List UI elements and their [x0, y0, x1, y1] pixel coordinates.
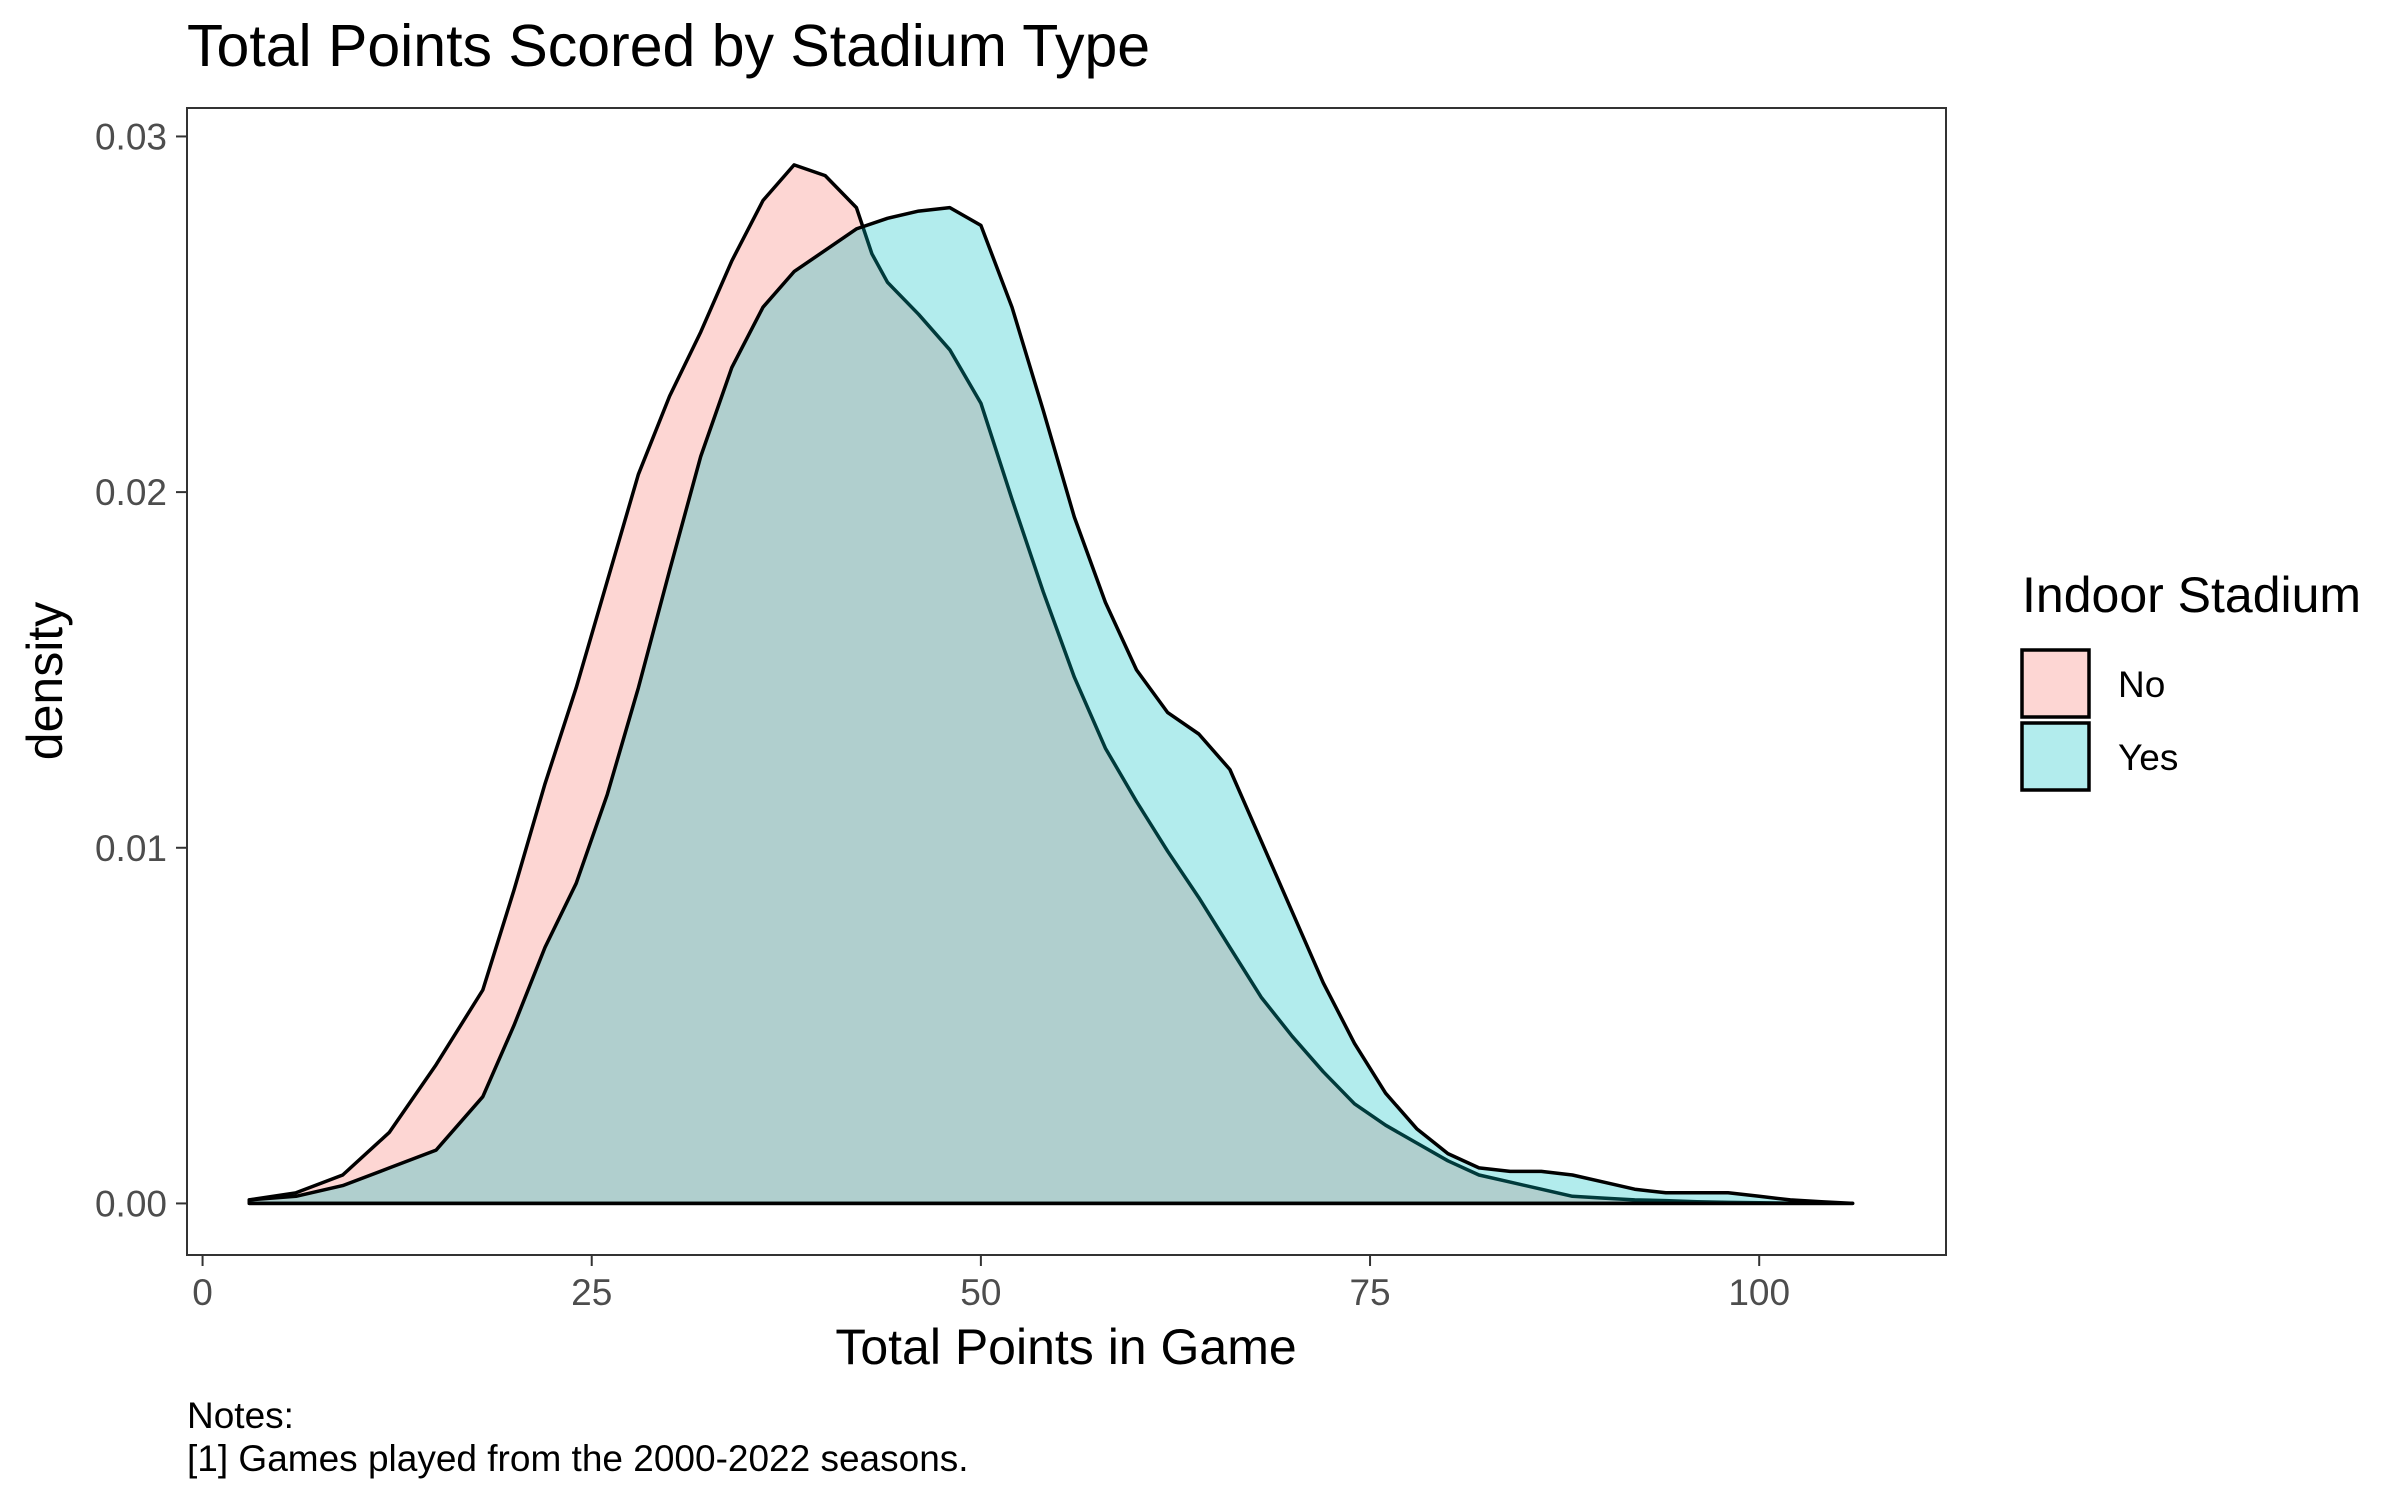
y-tick-label: 0.03	[95, 116, 167, 157]
y-tick-label: 0.00	[95, 1183, 167, 1224]
y-axis-title: density	[17, 602, 73, 760]
x-axis: 0 25 50 75 100	[192, 1255, 1790, 1313]
note-line-1: [1] Games played from the 2000-2022 seas…	[187, 1438, 969, 1479]
x-tick-label: 25	[571, 1272, 612, 1313]
notes: Notes: [1] Games played from the 2000-20…	[187, 1395, 969, 1479]
x-tick-label: 100	[1728, 1272, 1790, 1313]
legend-label-yes: Yes	[2118, 737, 2178, 778]
x-axis-title: Total Points in Game	[835, 1319, 1296, 1375]
x-tick-label: 75	[1349, 1272, 1390, 1313]
density-areas	[247, 163, 1855, 1206]
plot-panel-border	[186, 107, 1947, 1256]
y-tick-label: 0.02	[95, 472, 167, 513]
density-area-yes	[247, 205, 1855, 1206]
legend-key-bg-no	[2022, 650, 2089, 717]
x-tick-label: 50	[960, 1272, 1001, 1313]
y-axis: 0.00 0.01 0.02 0.03	[95, 116, 187, 1224]
chart-title: Total Points Scored by Stadium Type	[187, 13, 1150, 79]
notes-title: Notes:	[187, 1395, 294, 1436]
legend-key-bg-yes	[2022, 723, 2089, 790]
legend-items: No Yes	[2020, 648, 2178, 792]
y-tick-label: 0.01	[95, 828, 167, 869]
density-area-no	[247, 163, 1855, 1206]
legend-label-no: No	[2118, 664, 2165, 705]
legend: Indoor Stadium No Yes	[2020, 567, 2361, 792]
legend-title: Indoor Stadium	[2022, 567, 2361, 623]
legend-key-no	[2020, 648, 2091, 719]
legend-key-yes	[2020, 721, 2091, 792]
x-tick-label: 0	[192, 1272, 213, 1313]
